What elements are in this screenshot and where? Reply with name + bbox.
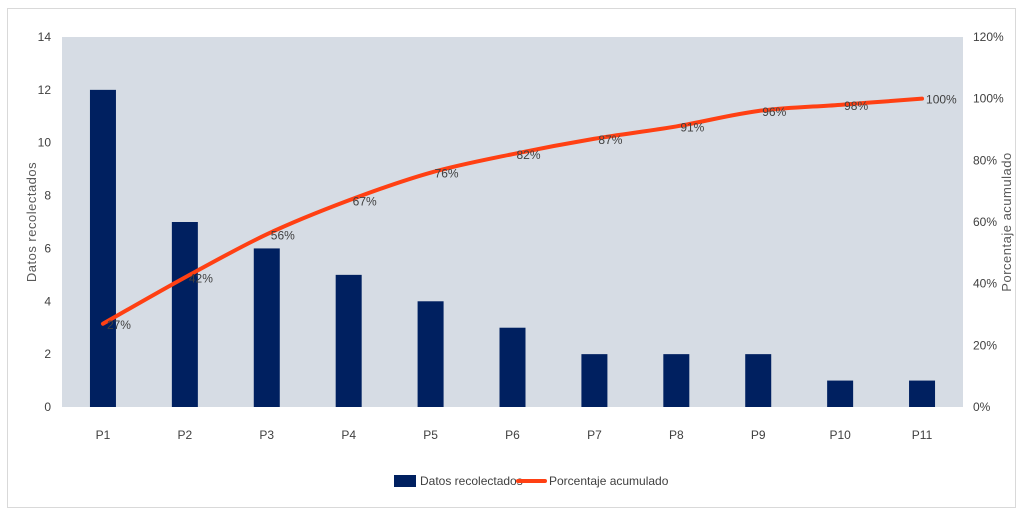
x-tick-label: P8 [669, 428, 684, 442]
data-label: 96% [762, 105, 786, 119]
y2-tick-label: 0% [973, 400, 991, 414]
legend: Datos recolectados Porcentaje acumulado [394, 474, 669, 488]
y2-tick-label: 60% [973, 215, 997, 229]
data-label: 82% [517, 148, 541, 162]
data-label: 76% [435, 167, 459, 181]
legend-label-bars: Datos recolectados [420, 474, 523, 488]
legend-swatch-bars [394, 475, 416, 487]
bar-p7 [581, 354, 608, 407]
y-tick-label: 4 [44, 294, 51, 308]
data-label: 100% [926, 93, 957, 107]
x-tick-label: P3 [259, 428, 274, 442]
x-tick-label: P10 [829, 428, 851, 442]
bar-p11 [909, 380, 936, 407]
legend-label-line: Porcentaje acumulado [549, 474, 669, 488]
bar-p3 [253, 248, 280, 407]
data-label: 56% [271, 228, 295, 242]
x-tick-label: P7 [587, 428, 602, 442]
y2-tick-label: 20% [973, 338, 997, 352]
bar-p8 [663, 354, 690, 407]
x-tick-label: P2 [178, 428, 193, 442]
y-tick-label: 12 [38, 83, 52, 97]
y-tick-label: 0 [44, 400, 51, 414]
bar-p4 [335, 274, 362, 407]
x-tick-label: P11 [912, 428, 933, 442]
x-tick-label: P4 [341, 428, 356, 442]
data-label: 27% [107, 318, 131, 332]
data-label: 91% [680, 120, 704, 134]
x-tick-label: P1 [96, 428, 111, 442]
x-tick-label: P6 [505, 428, 520, 442]
bar-p9 [745, 354, 772, 407]
y-tick-label: 6 [44, 241, 51, 255]
data-label: 42% [189, 272, 213, 286]
bar-p10 [827, 380, 854, 407]
y-tick-label: 14 [38, 30, 52, 44]
y2-axis-title: Porcentaje acumulado [999, 152, 1014, 291]
data-label: 87% [598, 133, 622, 147]
y2-tick-label: 120% [973, 30, 1004, 44]
y-tick-label: 8 [44, 189, 51, 203]
bar-p2 [171, 222, 198, 407]
x-tick-label: P9 [751, 428, 766, 442]
y2-tick-label: 100% [973, 92, 1004, 106]
data-label: 67% [353, 194, 377, 208]
y2-tick-label: 40% [973, 277, 997, 291]
bar-p1 [89, 89, 116, 407]
cumulative-line [100, 96, 925, 326]
y-axis-title: Datos recolectados [24, 162, 39, 282]
x-tick-label: P5 [423, 428, 438, 442]
y2-tick-label: 80% [973, 153, 997, 167]
bar-p5 [417, 301, 444, 407]
bar-p6 [499, 327, 526, 407]
data-label: 98% [844, 99, 868, 113]
y-tick-label: 10 [38, 136, 52, 150]
y-tick-label: 2 [44, 347, 51, 361]
